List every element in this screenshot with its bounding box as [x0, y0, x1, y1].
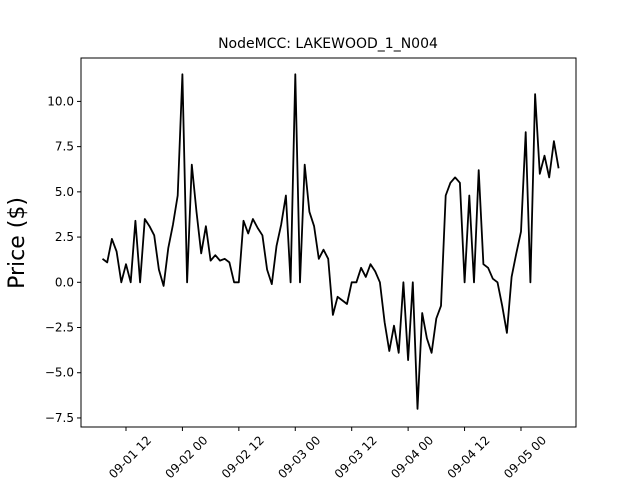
y-tick-label: 2.5: [55, 230, 74, 244]
y-tick-label: 0.0: [55, 275, 74, 289]
y-tick-label: −5.0: [45, 366, 74, 380]
price-line: [101, 73, 560, 410]
y-tick-label: 7.5: [55, 140, 74, 154]
chart-title: NodeMCC: LAKEWOOD_1_N004: [218, 36, 438, 52]
y-tick-label: −2.5: [45, 321, 74, 335]
y-tick-label: 5.0: [55, 185, 74, 199]
y-tick-label: −7.5: [45, 411, 74, 425]
plot-frame: [80, 57, 577, 428]
y-axis-label: Price ($): [5, 197, 30, 289]
y-tick-label: 10.0: [47, 94, 74, 108]
